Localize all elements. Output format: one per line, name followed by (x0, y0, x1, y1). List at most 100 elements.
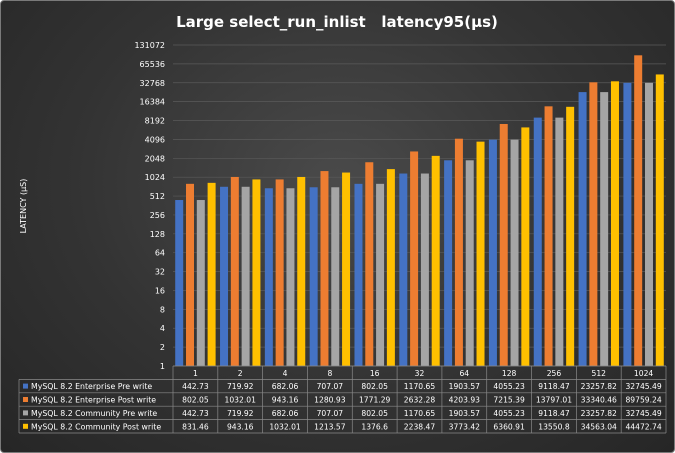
bar (476, 141, 485, 366)
bar (578, 92, 587, 366)
y-tick-label: 32 (155, 268, 165, 277)
table-cell-value: 89759.24 (625, 396, 661, 405)
table-cell-value: 23257.82 (581, 382, 617, 391)
table-cell-value: 1376.6 (361, 422, 388, 431)
bar (420, 173, 429, 366)
table-cell-value: 9118.47 (538, 382, 570, 391)
table-cell-value: 1170.65 (404, 409, 436, 418)
x-category-label: 8 (327, 369, 332, 378)
bar (610, 81, 619, 366)
bar (465, 160, 474, 366)
legend-key (23, 397, 28, 402)
bar (309, 187, 318, 366)
table-cell-value: 7215.39 (493, 396, 525, 405)
data-table: 1 2 4 8 16 32 64 128 256 512 1024 MySQL 8.2 Enterpr… (18, 365, 667, 434)
table-cell-value: 1280.93 (314, 396, 346, 405)
x-category-label: 1024 (634, 369, 653, 378)
bar (623, 82, 632, 367)
bar (320, 171, 329, 366)
y-tick-label: 16 (155, 286, 165, 295)
bar (354, 183, 363, 366)
bar (207, 182, 216, 366)
bar (275, 179, 284, 366)
table-cell-value: 4203.93 (449, 396, 481, 405)
bar (399, 173, 408, 366)
table-cell-value: 707.07 (317, 382, 344, 391)
bar (376, 183, 385, 366)
bar (230, 176, 239, 366)
table-cell-value: 719.92 (227, 409, 254, 418)
legend-label: MySQL 8.2 Community Post write (31, 422, 161, 431)
y-tick-label: 64 (155, 249, 165, 258)
table-cell-value: 32745.49 (625, 409, 661, 418)
table-cell-value: 32745.49 (625, 382, 661, 391)
table-cell-value: 682.06 (272, 409, 299, 418)
bar (644, 82, 653, 367)
bars (175, 55, 664, 367)
bar (252, 179, 261, 366)
legend-key (23, 383, 28, 389)
table-cell-value: 4055.23 (493, 409, 525, 418)
bar (566, 106, 575, 366)
x-category-label: 512 (592, 369, 607, 378)
table-cell-value: 2632.28 (404, 396, 436, 405)
table-cell-value: 802.05 (361, 409, 388, 418)
y-tick-label: 2048 (145, 154, 165, 163)
x-category-label: 2 (238, 369, 243, 378)
bar (488, 139, 497, 366)
x-category-label: 32 (415, 369, 425, 378)
table-cell-value: 707.07 (317, 409, 344, 418)
x-category-label: 16 (370, 369, 380, 378)
y-tick-label: 128 (150, 230, 165, 239)
x-category-label: 4 (283, 369, 288, 378)
table-cell-value: 23257.82 (581, 409, 617, 418)
x-category-label: 1 (193, 369, 198, 378)
table-cell-value: 6360.91 (493, 422, 525, 431)
table-cell-value: 33340.46 (581, 396, 617, 405)
table-cell-value: 2238.47 (404, 422, 436, 431)
bar (410, 151, 419, 366)
bar (186, 183, 195, 366)
legend-key (23, 410, 28, 416)
y-tick-label: 1024 (145, 173, 165, 182)
x-category-label: 64 (459, 369, 469, 378)
table-cell-value: 802.05 (182, 396, 209, 405)
table-cell-value: 13550.8 (538, 422, 570, 431)
table-cell-value: 719.92 (227, 382, 254, 391)
table-cell-value: 34563.04 (581, 422, 617, 431)
table-cell-value: 1032.01 (269, 422, 301, 431)
bar (555, 117, 564, 366)
bar (175, 200, 184, 366)
table-cell-value: 831.46 (182, 422, 209, 431)
table-cell-value: 44472.74 (625, 422, 661, 431)
y-tick-label: 131072 (134, 41, 165, 50)
bar (521, 127, 530, 366)
table-cell-value: 802.05 (361, 382, 388, 391)
legend-key (23, 423, 28, 429)
bar (600, 92, 609, 366)
table-cell-value: 682.06 (272, 382, 299, 391)
legend-label: MySQL 8.2 Enterprise Pre write (31, 382, 152, 391)
bar (196, 200, 205, 366)
table-cell-value: 13797.01 (536, 396, 572, 405)
bar (331, 187, 340, 366)
table-cell-value: 1213.57 (314, 422, 346, 431)
bar (386, 169, 395, 366)
bar (297, 176, 306, 366)
y-tick-label: 16384 (140, 98, 165, 107)
bar (589, 82, 598, 366)
x-category-label: 256 (547, 369, 562, 378)
bar (533, 117, 542, 366)
bar (264, 188, 273, 366)
table-cell-value: 1771.29 (359, 396, 391, 405)
y-tick-label: 8 (160, 305, 165, 314)
bar (510, 139, 519, 366)
bar (286, 188, 295, 366)
table-cell-value: 4055.23 (493, 382, 525, 391)
y-tick-label: 512 (150, 192, 165, 201)
table-cell-value: 943.16 (227, 422, 254, 431)
y-axis-label: LATENCY (µS) (19, 179, 28, 234)
y-tick-label: 256 (150, 211, 165, 220)
y-tick-label: 1 (160, 362, 165, 371)
